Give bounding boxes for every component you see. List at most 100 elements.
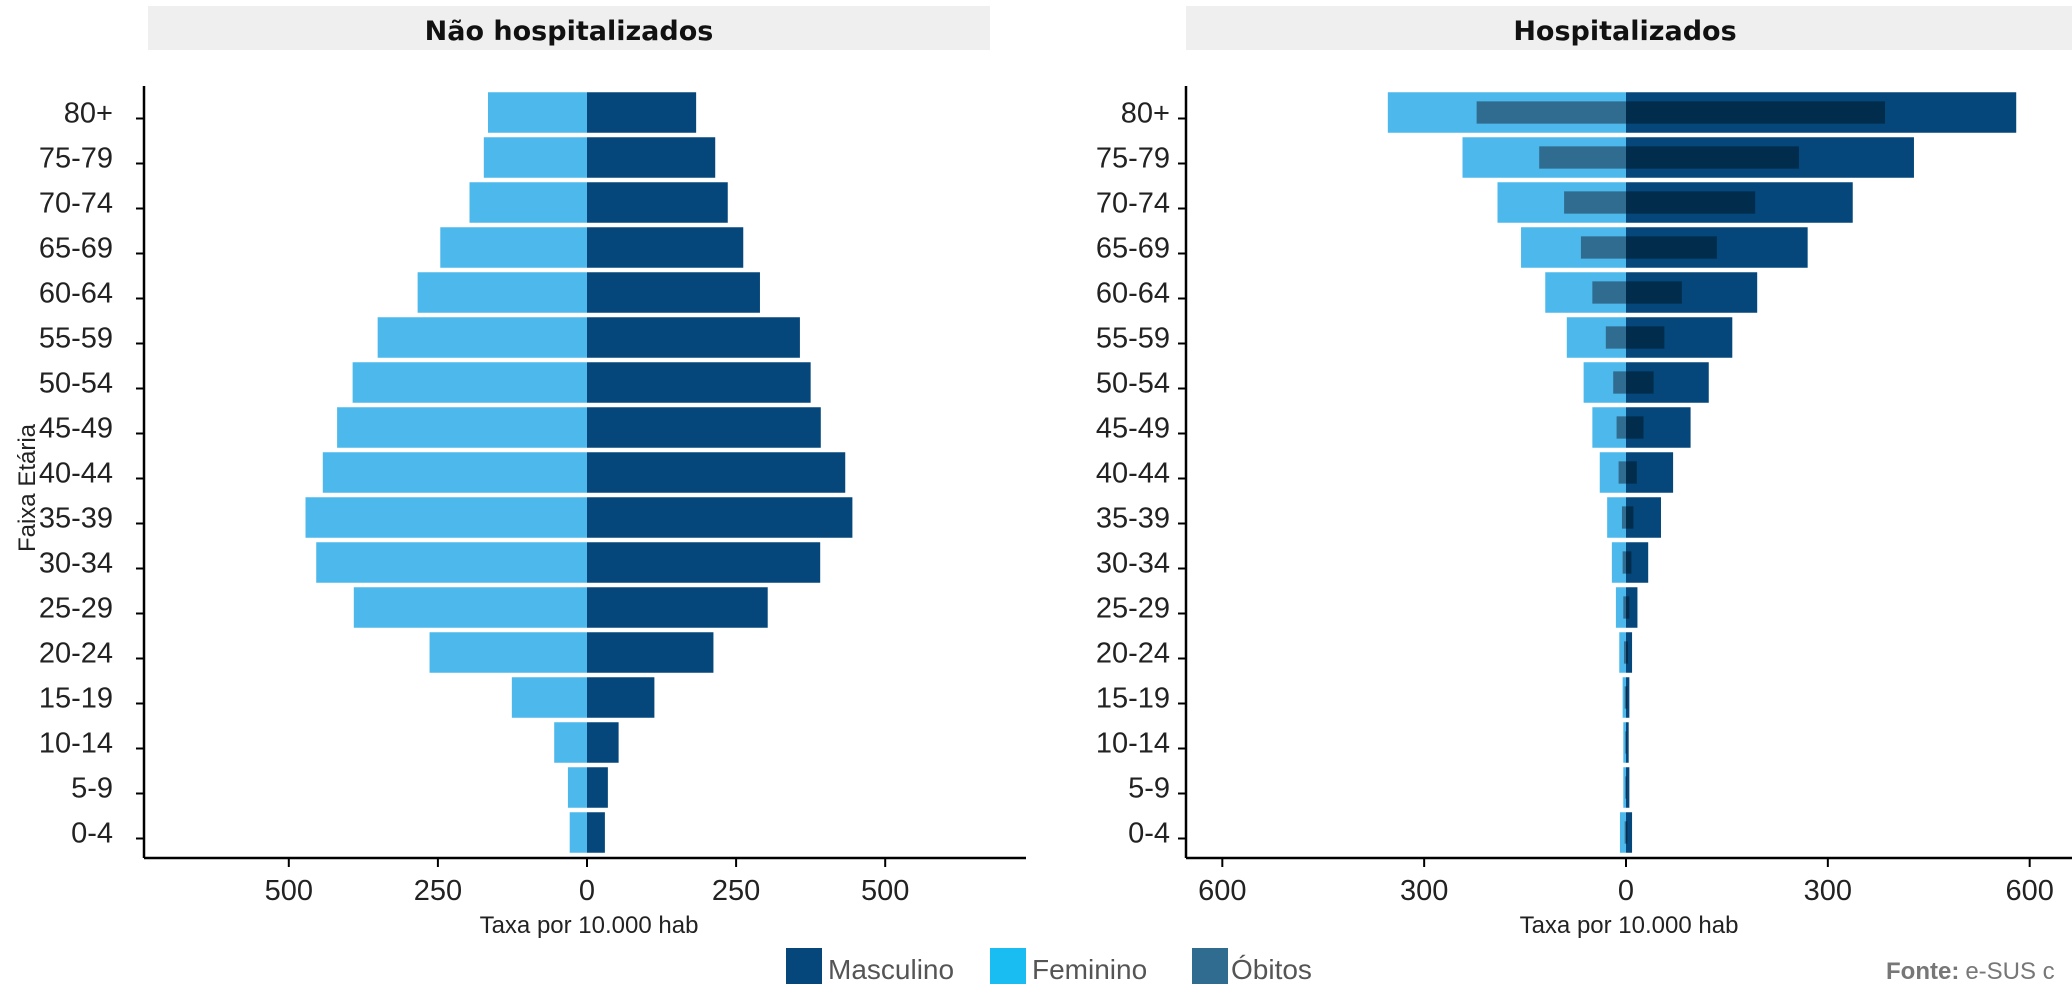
y-tick-label-right: 35-39 [1096,503,1170,535]
x-axis-left: 500 250 0 250 500 [144,856,1026,907]
y-tick-label-right: 70-74 [1096,188,1170,220]
bar-feminino-left-40-44 [322,452,587,493]
x-axis-title-right: Taxa por 10.000 hab [1520,912,1739,939]
bar-feminino-left-10-14 [554,722,587,763]
panel-title-right: Hospitalizados [1513,16,1736,47]
y-tick-label-right: 50-54 [1096,368,1170,400]
y-tick-label-left: 40-44 [39,458,113,490]
bar-obitos-feminino-50-54 [1613,371,1626,394]
bar-feminino-right-25-29 [1615,587,1626,628]
bar-feminino-left-25-29 [353,587,587,628]
y-tick-label-left: 80+ [64,98,113,130]
x-tick-label-left: 250 [414,875,462,907]
y-tick-label-right: 45-49 [1096,413,1170,445]
x-tick-label-left: 250 [712,875,760,907]
bar-obitos-masculino-40-44 [1626,461,1637,484]
y-axis-title: Faixa Etária [14,423,41,552]
y-tick-label-left: 50-54 [39,368,113,400]
bar-feminino-left-30-34 [316,542,587,583]
bar-feminino-left-60-64 [417,272,587,313]
bar-masculino-left-15-19 [587,677,655,718]
y-tick-label-left: 5-9 [71,773,113,805]
legend-swatch-feminino [990,948,1026,984]
bar-feminino-right-35-39 [1607,497,1626,538]
y-tick-label-right: 65-69 [1096,233,1170,265]
bar-obitos-masculino-20-24 [1626,641,1629,664]
y-tick-label-left: 75-79 [39,143,113,175]
x-axis-title-left: Taxa por 10.000 hab [480,912,699,939]
bar-masculino-right-15-19 [1626,677,1630,718]
x-axis-right: 600 300 0 300 600 [1186,856,2072,907]
bar-obitos-masculino-45-49 [1626,416,1644,439]
x-tick-label-right: 600 [1198,875,1246,907]
legend-label-obitos: Óbitos [1231,954,1312,984]
bar-obitos-masculino-0-4 [1626,821,1628,844]
bar-feminino-left-75-79 [483,137,587,178]
bar-masculino-left-55-59 [587,317,800,358]
y-tick-label-left: 55-59 [39,323,113,355]
bar-masculino-left-80- [587,92,697,133]
panel-title-strip-right [1186,6,2072,50]
bar-obitos-masculino-50-54 [1626,371,1654,394]
x-tick-label-right: 300 [1400,875,1448,907]
bar-masculino-left-20-24 [587,632,714,673]
bar-obitos-masculino-65-69 [1626,236,1717,259]
bar-masculino-left-25-29 [587,587,768,628]
bar-feminino-left-55-59 [377,317,587,358]
bar-obitos-masculino-25-29 [1626,596,1630,619]
bar-masculino-left-30-34 [587,542,821,583]
y-tick-label-left: 15-19 [39,683,113,715]
y-tick-label-right: 75-79 [1096,143,1170,175]
y-tick-label-right: 30-34 [1096,548,1170,580]
bars-right [1387,92,2017,853]
bar-feminino-left-5-9 [567,767,587,808]
bar-obitos-feminino-30-34 [1622,551,1626,574]
bar-masculino-right-25-29 [1626,587,1638,628]
bar-obitos-feminino-5-9 [1625,776,1626,799]
bar-obitos-feminino-0-4 [1624,821,1626,844]
bar-masculino-right-30-34 [1626,542,1649,583]
bar-feminino-left-65-69 [440,227,587,268]
x-tick-label-right: 0 [1618,875,1634,907]
bar-feminino-right-10-14 [1623,722,1626,763]
bar-obitos-feminino-25-29 [1623,596,1626,619]
y-tick-label-right: 80+ [1121,98,1170,130]
bar-feminino-right-5-9 [1623,767,1626,808]
legend: Masculino Feminino Óbitos [786,948,1312,984]
bar-masculino-left-65-69 [587,227,744,268]
bars-left [305,92,853,853]
bar-obitos-feminino-70-74 [1564,191,1626,214]
legend-label-feminino: Feminino [1032,954,1147,984]
y-tick-label-left: 35-39 [39,503,113,535]
legend-label-masculino: Masculino [828,954,954,984]
bar-masculino-left-10-14 [587,722,619,763]
bar-obitos-masculino-80- [1626,101,1886,124]
bar-obitos-masculino-35-39 [1626,506,1634,529]
panel-hospitalizados: Hospitalizados 0-4 5-9 10-14 15-19 20-24 25-2… [1096,6,2072,939]
bar-feminino-left-45-49 [337,407,587,448]
y-tick-label-right: 25-29 [1096,593,1170,625]
bar-masculino-left-50-54 [587,362,811,403]
x-tick-label-left: 500 [265,875,313,907]
y-tick-label-right: 55-59 [1096,323,1170,355]
y-tick-label-left: 20-24 [39,638,113,670]
bar-obitos-masculino-30-34 [1626,551,1632,574]
bar-feminino-left-20-24 [429,632,587,673]
bar-feminino-left-35-39 [305,497,587,538]
bar-feminino-right-0-4 [1619,812,1626,853]
bar-obitos-masculino-60-64 [1626,281,1682,304]
x-tick-label-left: 0 [579,875,595,907]
source-text: e-SUS c [1965,958,2054,984]
bar-obitos-feminino-55-59 [1605,326,1626,349]
bar-masculino-left-70-74 [587,182,728,223]
bar-feminino-left-50-54 [352,362,587,403]
y-tick-label-right: 15-19 [1096,683,1170,715]
bar-masculino-right-0-4 [1626,812,1633,853]
bar-obitos-feminino-45-49 [1616,416,1626,439]
bar-obitos-feminino-40-44 [1618,461,1626,484]
y-tick-label-right: 5-9 [1128,773,1170,805]
bar-obitos-masculino-10-14 [1626,731,1627,754]
y-tick-label-left: 70-74 [39,188,113,220]
y-tick-label-right: 20-24 [1096,638,1170,670]
